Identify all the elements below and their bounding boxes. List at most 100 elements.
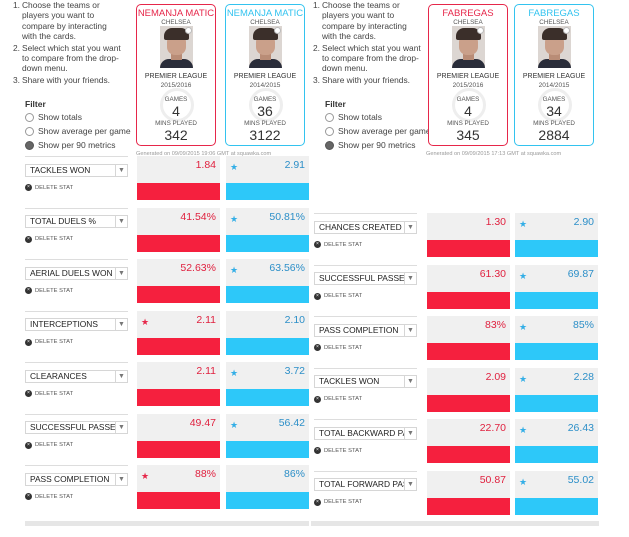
stat-select-pass-completion[interactable]: PASS COMPLETION ▼ — [314, 321, 417, 339]
delete-stat-button[interactable]: × DELETE STAT — [314, 344, 362, 351]
filter-option-show-totals[interactable]: Show totals — [25, 112, 82, 122]
chevron-down-icon[interactable]: ▼ — [115, 369, 128, 383]
filter-option-show-per-90-metrics[interactable]: Show per 90 metrics — [25, 140, 115, 150]
stat-select-label[interactable]: SUCCESSFUL PASSES — [25, 421, 115, 434]
player-season: 2014/2015 — [538, 82, 570, 89]
stat-bar-a: 22.70 — [427, 419, 510, 463]
instruction-item: 3. Share with your friends. — [13, 75, 121, 85]
stat-select-aerial-duels-won[interactable]: AERIAL DUELS WON ▼ — [25, 264, 128, 282]
chevron-down-icon[interactable]: ▼ — [115, 318, 128, 331]
stat-select-label[interactable]: CHANCES CREATED — [314, 220, 404, 234]
stat-select-label[interactable]: CLEARANCES — [25, 369, 115, 383]
player-photo-neck — [260, 54, 271, 60]
radio-button[interactable] — [25, 112, 34, 122]
chevron-down-icon[interactable]: ▼ — [404, 220, 417, 234]
player-season: 2015/2016 — [452, 82, 484, 89]
stat-select-pass-completion[interactable]: PASS COMPLETION ▼ — [25, 470, 128, 488]
stat-select-label[interactable]: AERIAL DUELS WON — [25, 266, 115, 280]
player-card-a[interactable]: FABREGAS CHELSEA PREMIER LEAGUE 2015/2016 GA… — [428, 4, 508, 146]
close-icon[interactable]: × — [314, 447, 321, 454]
stat-bar-a: 1.84 — [137, 156, 220, 200]
stat-value: 49.47 — [189, 416, 216, 429]
stat-select-label[interactable]: TACKLES WON — [25, 163, 115, 177]
close-icon[interactable]: × — [314, 498, 321, 506]
stat-select-total-backward-passes[interactable]: TOTAL BACKWARD PASSES▼ — [314, 424, 417, 442]
player-photo-shirt — [249, 59, 282, 68]
close-icon[interactable]: × — [25, 441, 32, 449]
player-card-b[interactable]: NEMANJA MATIC CHELSEA PREMIER LEAGUE 2014/2… — [225, 4, 305, 146]
delete-stat-button[interactable]: × DELETE STAT — [25, 338, 73, 346]
stat-select-total-forward-passes[interactable]: TOTAL FORWARD PASSES▼ — [314, 476, 417, 494]
close-icon[interactable]: × — [25, 235, 32, 243]
games-value: 36 — [257, 103, 273, 119]
chevron-down-icon[interactable]: ▼ — [404, 323, 417, 337]
chevron-down-icon[interactable]: ▼ — [404, 375, 417, 388]
close-icon[interactable]: × — [25, 184, 32, 191]
stat-select-tackles-won[interactable]: TACKLES WON ▼ — [314, 373, 417, 391]
games-value: 4 — [464, 103, 472, 119]
close-icon[interactable]: × — [25, 287, 32, 294]
games-label: GAMES — [253, 96, 277, 103]
stat-value: 3.72 — [284, 365, 305, 377]
stat-select-clearances[interactable]: CLEARANCES ▼ — [25, 367, 128, 385]
stat-select-label[interactable]: INTERCEPTIONS — [25, 318, 115, 331]
stat-select-successful-passes[interactable]: SUCCESSFUL PASSES ▼ — [25, 419, 128, 437]
delete-stat-button[interactable]: × DELETE STAT — [314, 395, 362, 403]
close-icon[interactable]: × — [314, 395, 321, 403]
delete-stat-button[interactable]: × DELETE STAT — [25, 390, 73, 397]
close-icon[interactable]: × — [25, 338, 32, 346]
player-card-a[interactable]: NEMANJA MATIC CHELSEA PREMIER LEAGUE 2015/2… — [136, 4, 216, 146]
close-icon[interactable]: × — [25, 390, 32, 397]
delete-stat-button[interactable]: × DELETE STAT — [25, 235, 73, 243]
filter-option-label: Show totals — [38, 112, 82, 122]
filter-option-show-average-per-game[interactable]: Show average per game — [325, 126, 431, 136]
chevron-down-icon[interactable]: ▼ — [115, 266, 128, 280]
stat-bar-fill — [137, 440, 220, 458]
delete-stat-button[interactable]: × DELETE STAT — [314, 498, 362, 506]
filter-option-show-average-per-game[interactable]: Show average per game — [25, 126, 131, 136]
chevron-down-icon[interactable]: ▼ — [115, 421, 128, 434]
chevron-down-icon[interactable]: ▼ — [115, 215, 128, 228]
instructions-list: 1. Choose the teams or players you want t… — [313, 0, 421, 85]
close-icon[interactable]: × — [25, 493, 32, 500]
radio-button[interactable] — [325, 112, 334, 122]
stat-select-chances-created[interactable]: CHANCES CREATED ▼ — [314, 218, 417, 236]
chevron-down-icon[interactable]: ▼ — [404, 478, 417, 491]
stat-select-label[interactable]: TOTAL FORWARD PASSES — [314, 478, 404, 491]
stat-select-label[interactable]: PASS COMPLETION — [25, 472, 115, 486]
delete-stat-button[interactable]: × DELETE STAT — [314, 447, 362, 454]
filter-option-show-per-90-metrics[interactable]: Show per 90 metrics — [325, 140, 415, 150]
delete-stat-button[interactable]: × DELETE STAT — [25, 441, 73, 449]
close-icon[interactable]: × — [314, 292, 321, 300]
stat-select-label[interactable]: SUCCESSFUL PASSES — [314, 272, 404, 285]
player-card-b[interactable]: FABREGAS CHELSEA PREMIER LEAGUE 2014/2015 GA… — [514, 4, 594, 146]
stat-bar-fill — [226, 234, 309, 252]
stat-select-tackles-won[interactable]: TACKLES WON ▼ — [25, 161, 128, 179]
close-icon[interactable]: × — [314, 344, 321, 351]
radio-button[interactable] — [25, 140, 34, 150]
stat-select-label[interactable]: TACKLES WON — [314, 375, 404, 388]
star-icon: ★ — [141, 316, 150, 327]
delete-stat-button[interactable]: × DELETE STAT — [25, 184, 73, 191]
delete-stat-button[interactable]: × DELETE STAT — [25, 493, 73, 500]
radio-button[interactable] — [325, 126, 334, 136]
stat-select-label[interactable]: PASS COMPLETION — [314, 323, 404, 337]
chevron-down-icon[interactable]: ▼ — [404, 272, 417, 285]
delete-stat-button[interactable]: × DELETE STAT — [314, 241, 362, 248]
stat-select-label[interactable]: TOTAL BACKWARD PASSES — [314, 426, 404, 440]
delete-stat-button[interactable]: × DELETE STAT — [314, 292, 362, 300]
chevron-down-icon[interactable]: ▼ — [115, 472, 128, 486]
delete-stat-button[interactable]: × DELETE STAT — [25, 287, 73, 294]
row-divider — [314, 470, 417, 472]
filter-option-show-totals[interactable]: Show totals — [325, 112, 382, 122]
radio-button[interactable] — [25, 126, 34, 136]
chevron-down-icon[interactable]: ▼ — [404, 426, 417, 440]
stat-select-total-duels[interactable]: TOTAL DUELS % ▼ — [25, 213, 128, 231]
radio-button[interactable] — [325, 140, 334, 150]
stat-select-successful-passes[interactable]: SUCCESSFUL PASSES ▼ — [314, 270, 417, 288]
chevron-down-icon[interactable]: ▼ — [115, 163, 128, 177]
stat-select-label[interactable]: TOTAL DUELS % — [25, 215, 115, 228]
instruction-text: Share with your friends. — [322, 74, 410, 85]
stat-select-interceptions[interactable]: INTERCEPTIONS ▼ — [25, 316, 128, 334]
close-icon[interactable]: × — [314, 241, 321, 248]
